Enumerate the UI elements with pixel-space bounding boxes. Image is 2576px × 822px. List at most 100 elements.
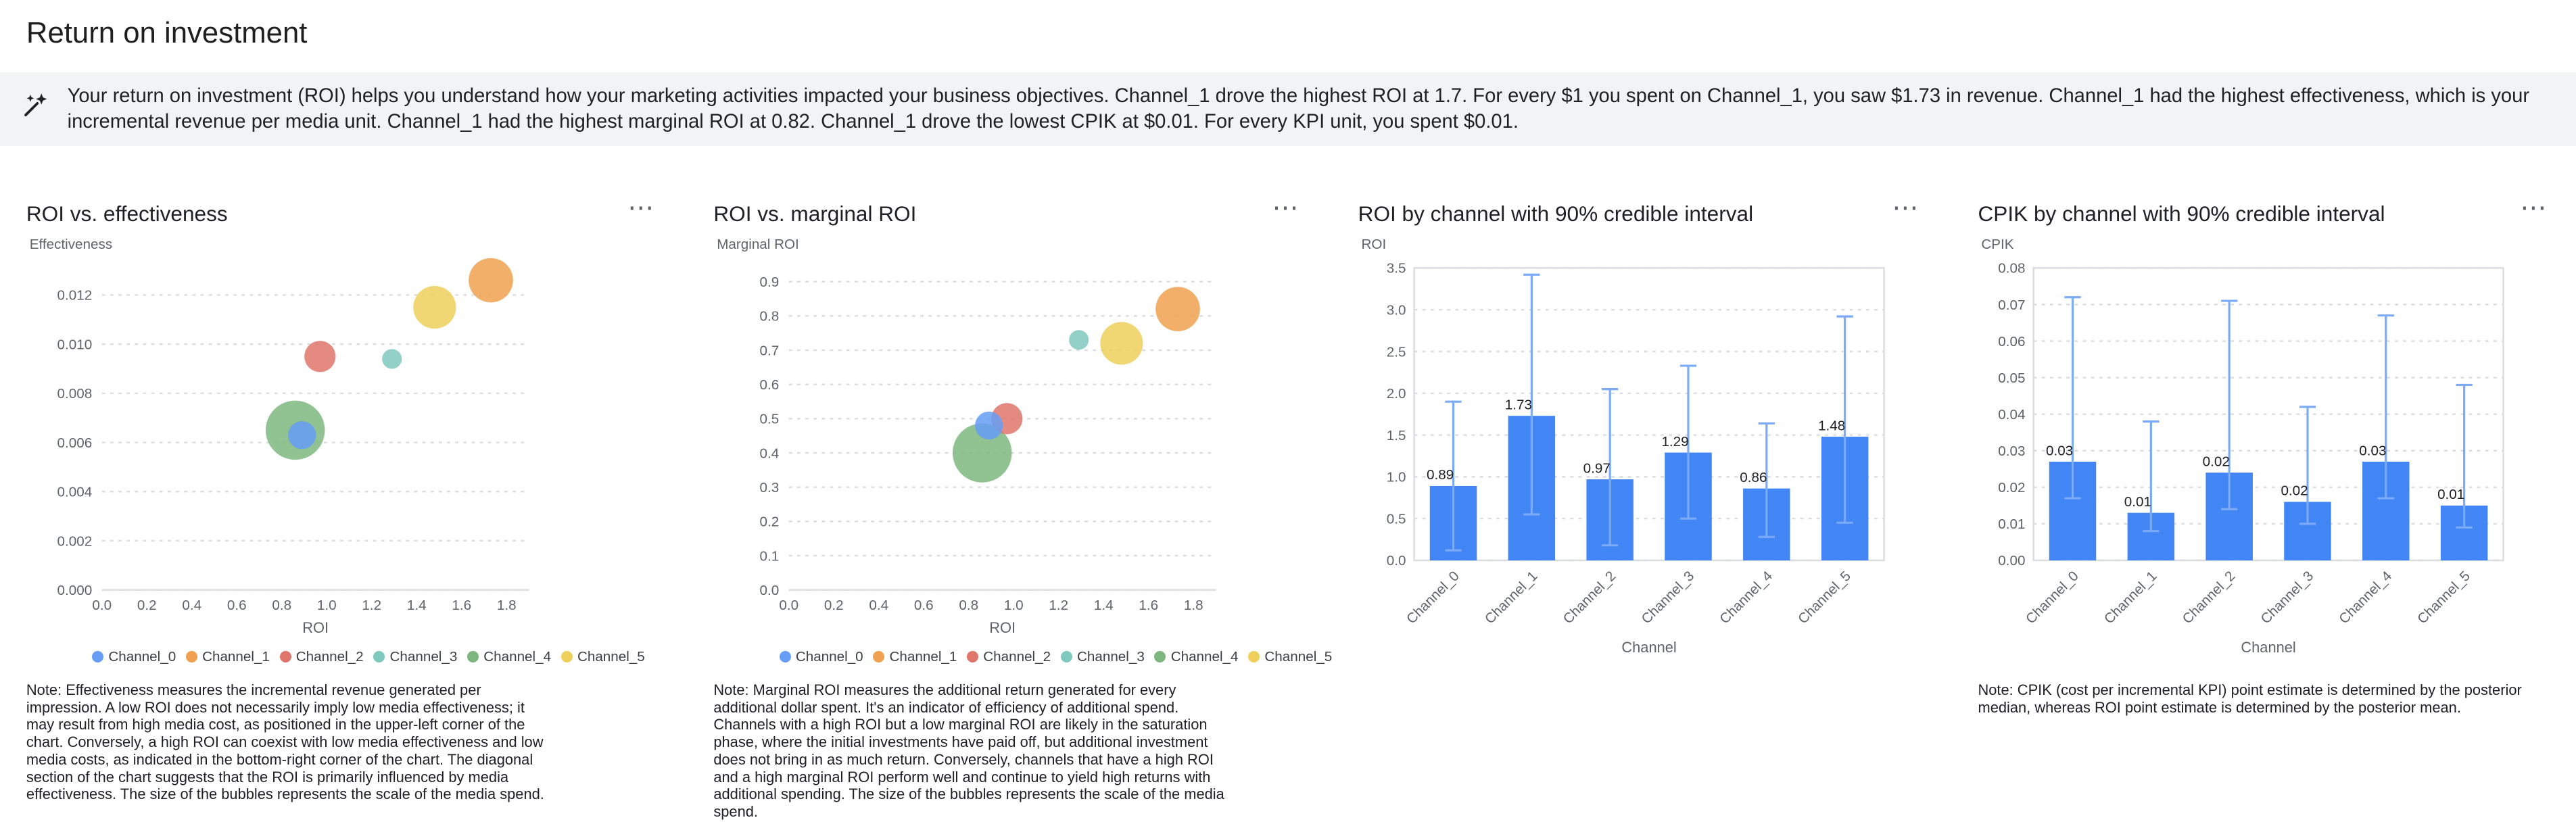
x-tick-label: 1.2 xyxy=(1049,597,1069,612)
chart-card-roi-vs-marginal-roi: ROI vs. marginal ROI ⋯ Marginal ROI 0.0 0… xyxy=(713,195,1332,821)
legend-item-Channel_5: Channel_5 xyxy=(560,649,645,665)
bubble-Channel_1 xyxy=(469,258,513,302)
chart-legend: Channel_0 Channel_1 Channel_2 Channel_3 Chan… xyxy=(92,649,657,665)
x-axis-title: Channel xyxy=(2241,639,2296,656)
chart-card-roi-by-channel: ROI by channel with 90% credible interva… xyxy=(1358,195,1922,681)
bar-value-label: 0.86 xyxy=(1740,469,1767,485)
y-tick-label: 0.2 xyxy=(760,514,780,529)
x-tick-label: 0.0 xyxy=(780,597,799,612)
x-tick-label: 1.6 xyxy=(1139,597,1159,612)
x-tick-label: Channel_2 xyxy=(2180,568,2239,627)
more-options-icon[interactable]: ⋯ xyxy=(2517,195,2550,221)
x-tick-label: 1.2 xyxy=(362,597,381,612)
x-tick-label: 1.8 xyxy=(497,597,517,612)
card-header: ROI vs. effectiveness ⋯ xyxy=(26,195,657,233)
plot-border xyxy=(2032,266,2505,561)
y-tick-label: 0.1 xyxy=(760,548,780,564)
y-tick-label: 0.05 xyxy=(1999,370,2026,385)
legend-label: Channel_0 xyxy=(795,648,863,664)
x-tick-label: Channel_1 xyxy=(1481,568,1540,627)
y-tick-label: 0.7 xyxy=(760,343,780,358)
legend-dot xyxy=(1248,651,1260,663)
chart-title: ROI vs. effectiveness xyxy=(26,201,228,226)
x-tick-label: 0.2 xyxy=(137,597,157,612)
y-tick-label: 0.00 xyxy=(1999,553,2026,569)
x-tick-label: Channel_3 xyxy=(1638,568,1697,627)
bar-value-label: 0.02 xyxy=(2281,483,2308,498)
x-axis-title: Channel xyxy=(1621,639,1676,656)
y-tick-label: 0.02 xyxy=(1999,480,2026,495)
chart-card-roi-vs-effectiveness: ROI vs. effectiveness ⋯ Effectiveness 0.… xyxy=(26,195,657,803)
chart-legend: Channel_0 Channel_1 Channel_2 Channel_3 Chan… xyxy=(779,648,1332,665)
bar-value-label: 0.97 xyxy=(1583,460,1610,476)
x-tick-label: Channel_0 xyxy=(1404,568,1462,627)
x-tick-label: Channel_1 xyxy=(2101,568,2160,627)
x-tick-label: 1.4 xyxy=(1094,597,1114,612)
legend-dot xyxy=(779,651,791,663)
legend-item-Channel_3: Channel_3 xyxy=(1060,649,1145,665)
legend-dot xyxy=(966,651,978,663)
x-tick-label: 1.6 xyxy=(452,597,471,612)
x-tick-label: Channel_5 xyxy=(2414,568,2473,627)
bubble-Channel_2 xyxy=(304,340,336,372)
card-header: CPIK by channel with 90% credible interv… xyxy=(1978,195,2550,233)
x-tick-label: Channel_5 xyxy=(1795,568,1854,627)
x-tick-label: Channel_2 xyxy=(1560,568,1619,627)
legend-label: Channel_5 xyxy=(1264,648,1333,664)
bar-value-label: 0.01 xyxy=(2438,487,2465,502)
legend-item-Channel_1: Channel_1 xyxy=(873,649,957,665)
legend-item-Channel_2: Channel_2 xyxy=(279,649,364,665)
more-options-icon[interactable]: ⋯ xyxy=(1269,195,1302,221)
x-tick-label: 0.6 xyxy=(914,597,934,612)
x-tick-label: 0.0 xyxy=(92,597,112,612)
y-tick-label: 0.004 xyxy=(57,484,92,500)
chart-title: ROI by channel with 90% credible interva… xyxy=(1358,201,1754,226)
y-tick-label: 0.3 xyxy=(760,480,780,495)
bubble-Channel_0 xyxy=(287,420,316,449)
bubble-Channel_3 xyxy=(1069,329,1089,349)
bubble-Channel_1 xyxy=(1155,286,1201,331)
legend-dot xyxy=(1060,651,1072,663)
roi-marginal-roi-bubble-chart: 0.0 0.1 0.2 0.3 0.4 0.5 0.6 0.7 0.8 0.9 0.0 0.2 0.4 0… xyxy=(760,274,1216,635)
y-axis-title: CPIK xyxy=(1981,236,2014,252)
chart-note: Note: Effectiveness measures the increme… xyxy=(26,681,544,803)
x-axis-title: ROI xyxy=(302,619,329,635)
x-tick-label: 0.6 xyxy=(227,597,247,612)
cpik-by-channel-bar-chart: 0.00 0.01 0.02 0.03 0.04 0.05 0.06 0.07 0.08 0.03… xyxy=(1999,260,2505,656)
bubble-Channel_4 xyxy=(953,422,1012,483)
y-tick-label: 2.0 xyxy=(1386,386,1406,402)
more-options-icon[interactable]: ⋯ xyxy=(1888,195,1922,221)
x-tick-label: Channel_3 xyxy=(2258,568,2317,627)
bubble-Channel_0 xyxy=(975,411,1003,439)
bubble-Channel_5 xyxy=(413,285,456,329)
bar-value-label: 0.03 xyxy=(2046,443,2073,458)
x-tick-label: Channel_4 xyxy=(2337,568,2395,627)
legend-label: Channel_4 xyxy=(483,648,552,664)
legend-label: Channel_0 xyxy=(108,648,176,664)
y-tick-label: 0.03 xyxy=(1999,443,2026,459)
page-title: Return on investment xyxy=(26,16,308,49)
chart-title: ROI vs. marginal ROI xyxy=(713,201,917,226)
legend-dot xyxy=(467,651,479,663)
more-options-icon[interactable]: ⋯ xyxy=(624,195,657,221)
x-tick-label: 0.2 xyxy=(824,597,844,612)
legend-item-Channel_1: Channel_1 xyxy=(185,648,270,665)
legend-label: Channel_1 xyxy=(202,648,270,664)
roi-effectiveness-bubble-chart: 0.000 0.002 0.004 0.006 0.008 0.010 0.012 0.0 0.… xyxy=(57,258,529,635)
x-tick-label: 1.8 xyxy=(1184,597,1203,612)
chart-note: Note: CPIK (cost per incremental KPI) po… xyxy=(1978,681,2522,717)
y-tick-label: 0.04 xyxy=(1999,407,2026,422)
bar-value-label: 0.89 xyxy=(1427,467,1454,483)
y-axis-title: Effectiveness xyxy=(29,236,113,252)
legend-dot xyxy=(373,651,385,663)
legend-item-Channel_0: Channel_0 xyxy=(92,649,176,665)
y-tick-label: 0.012 xyxy=(57,287,92,303)
x-tick-label: 1.0 xyxy=(317,597,337,612)
y-tick-label: 0.06 xyxy=(1999,333,2026,349)
card-header: ROI vs. marginal ROI ⋯ xyxy=(713,195,1302,233)
x-axis-title: ROI xyxy=(990,619,1016,635)
y-axis-title: Marginal ROI xyxy=(717,236,799,252)
legend-label: Channel_4 xyxy=(1170,648,1239,664)
y-tick-label: 0.0 xyxy=(760,583,780,598)
y-tick-label: 2.5 xyxy=(1386,344,1406,360)
